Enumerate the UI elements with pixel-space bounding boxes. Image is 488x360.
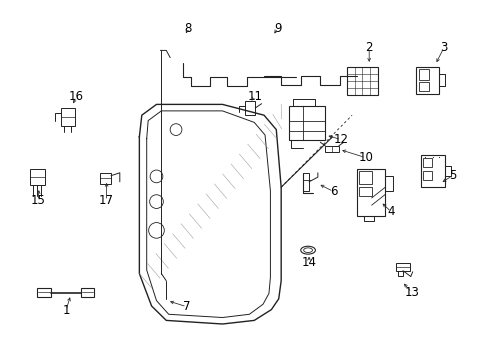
Bar: [325, 146, 338, 152]
Text: 5: 5: [447, 169, 455, 182]
Bar: [244, 101, 255, 115]
Bar: [418, 82, 428, 91]
Bar: [420, 155, 444, 187]
Bar: [61, 108, 75, 126]
Text: 16: 16: [68, 90, 83, 103]
Bar: [418, 69, 428, 80]
Text: 3: 3: [439, 41, 447, 54]
Bar: [288, 106, 325, 140]
Bar: [37, 288, 51, 297]
Text: 11: 11: [247, 90, 262, 103]
Bar: [356, 169, 385, 216]
Bar: [100, 173, 111, 184]
Bar: [346, 67, 377, 95]
Text: 17: 17: [99, 194, 114, 207]
Text: 9: 9: [273, 22, 281, 35]
Bar: [397, 271, 402, 276]
Text: 2: 2: [365, 41, 372, 54]
Text: 12: 12: [333, 133, 348, 146]
Text: 7: 7: [183, 300, 190, 313]
Text: 10: 10: [358, 151, 372, 164]
Text: 13: 13: [404, 286, 418, 299]
Bar: [81, 288, 94, 297]
Bar: [359, 171, 371, 184]
Text: 4: 4: [386, 205, 394, 218]
Bar: [303, 173, 308, 191]
Text: 8: 8: [184, 22, 192, 35]
Text: 6: 6: [329, 185, 337, 198]
Bar: [422, 158, 431, 167]
Bar: [422, 171, 431, 180]
Bar: [359, 187, 371, 196]
Text: 1: 1: [62, 304, 70, 317]
Bar: [415, 67, 438, 94]
Text: 14: 14: [301, 256, 316, 269]
Bar: [385, 176, 392, 191]
Bar: [395, 263, 409, 271]
Bar: [30, 169, 45, 185]
Text: 15: 15: [31, 194, 45, 207]
